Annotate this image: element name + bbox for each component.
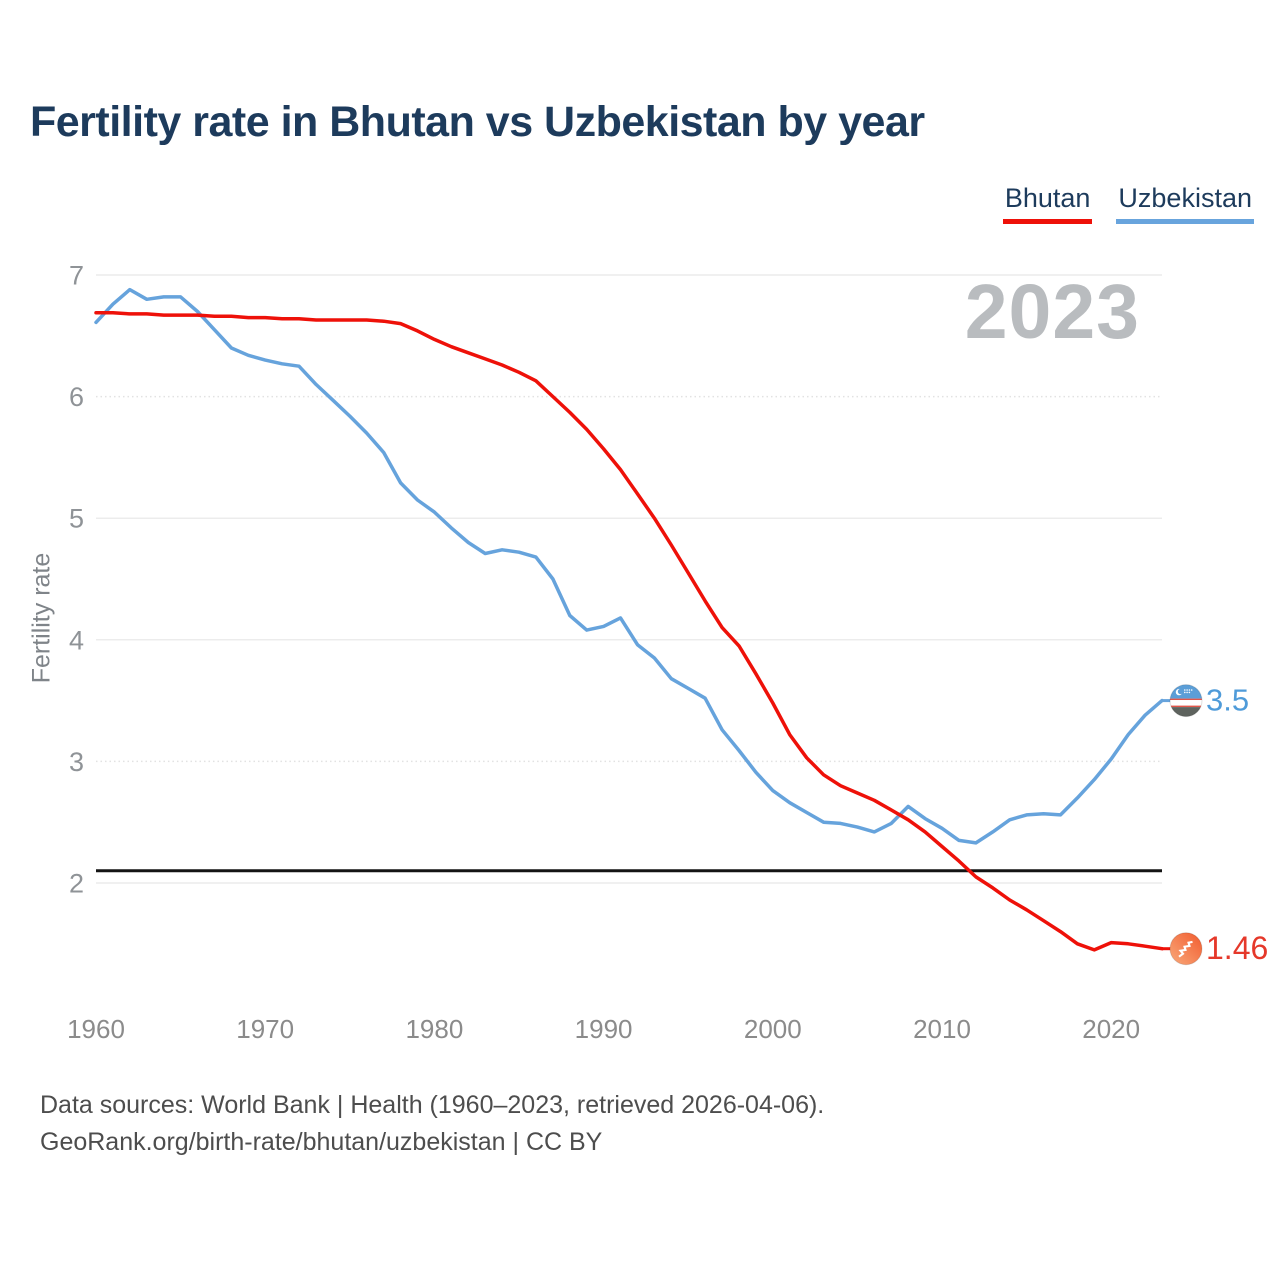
legend-item-bhutan[interactable]: Bhutan [1002, 183, 1093, 224]
series-line-uzbekistan[interactable] [94, 287, 1164, 845]
axis-tick-labels: 7 6 5 4 3 2 1960 1970 1980 1990 2000 2010 2020 [67, 261, 1140, 1045]
y-tick-label-6: 6 [69, 382, 84, 412]
watermark-year: 2023 [964, 269, 1140, 355]
x-tick-label-2020: 2020 [1082, 1014, 1140, 1044]
y-tick-label-2: 2 [69, 869, 84, 899]
series-line-bhutan[interactable] [94, 310, 1164, 952]
footer: Data sources: World Bank | Health (1960–… [40, 1087, 824, 1161]
legend-item-uzbekistan[interactable]: Uzbekistan [1116, 183, 1254, 224]
end-label-bhutan: 1.46 [1206, 929, 1269, 966]
x-tick-label-1960: 1960 [67, 1014, 125, 1044]
x-tick-label-2000: 2000 [744, 1014, 802, 1044]
y-tick-label-7: 7 [69, 261, 84, 291]
uzbekistan-flag-icon [1169, 684, 1203, 718]
bhutan-flag-icon [1169, 932, 1203, 966]
end-label-uzbekistan: 3.5 [1206, 681, 1250, 717]
x-tick-label-2010: 2010 [913, 1014, 971, 1044]
footer-sources-line: Data sources: World Bank | Health (1960–… [40, 1091, 825, 1119]
y-tick-label-4: 4 [69, 625, 84, 655]
x-tick-label-1990: 1990 [575, 1014, 633, 1044]
footer-attribution-line: GeoRank.org/birth-rate/bhutan/uzbekistan… [40, 1128, 603, 1156]
y-tick-label-5: 5 [69, 504, 84, 534]
x-tick-label-1980: 1980 [405, 1014, 463, 1044]
legend: Bhutan Uzbekistan [1002, 183, 1254, 224]
chart-title: Fertility rate in Bhutan vs Uzbekistan b… [30, 98, 925, 146]
y-tick-label-3: 3 [69, 747, 84, 777]
series-lines [94, 287, 1171, 952]
x-tick-label-1970: 1970 [236, 1014, 294, 1044]
gridlines [96, 274, 1162, 884]
